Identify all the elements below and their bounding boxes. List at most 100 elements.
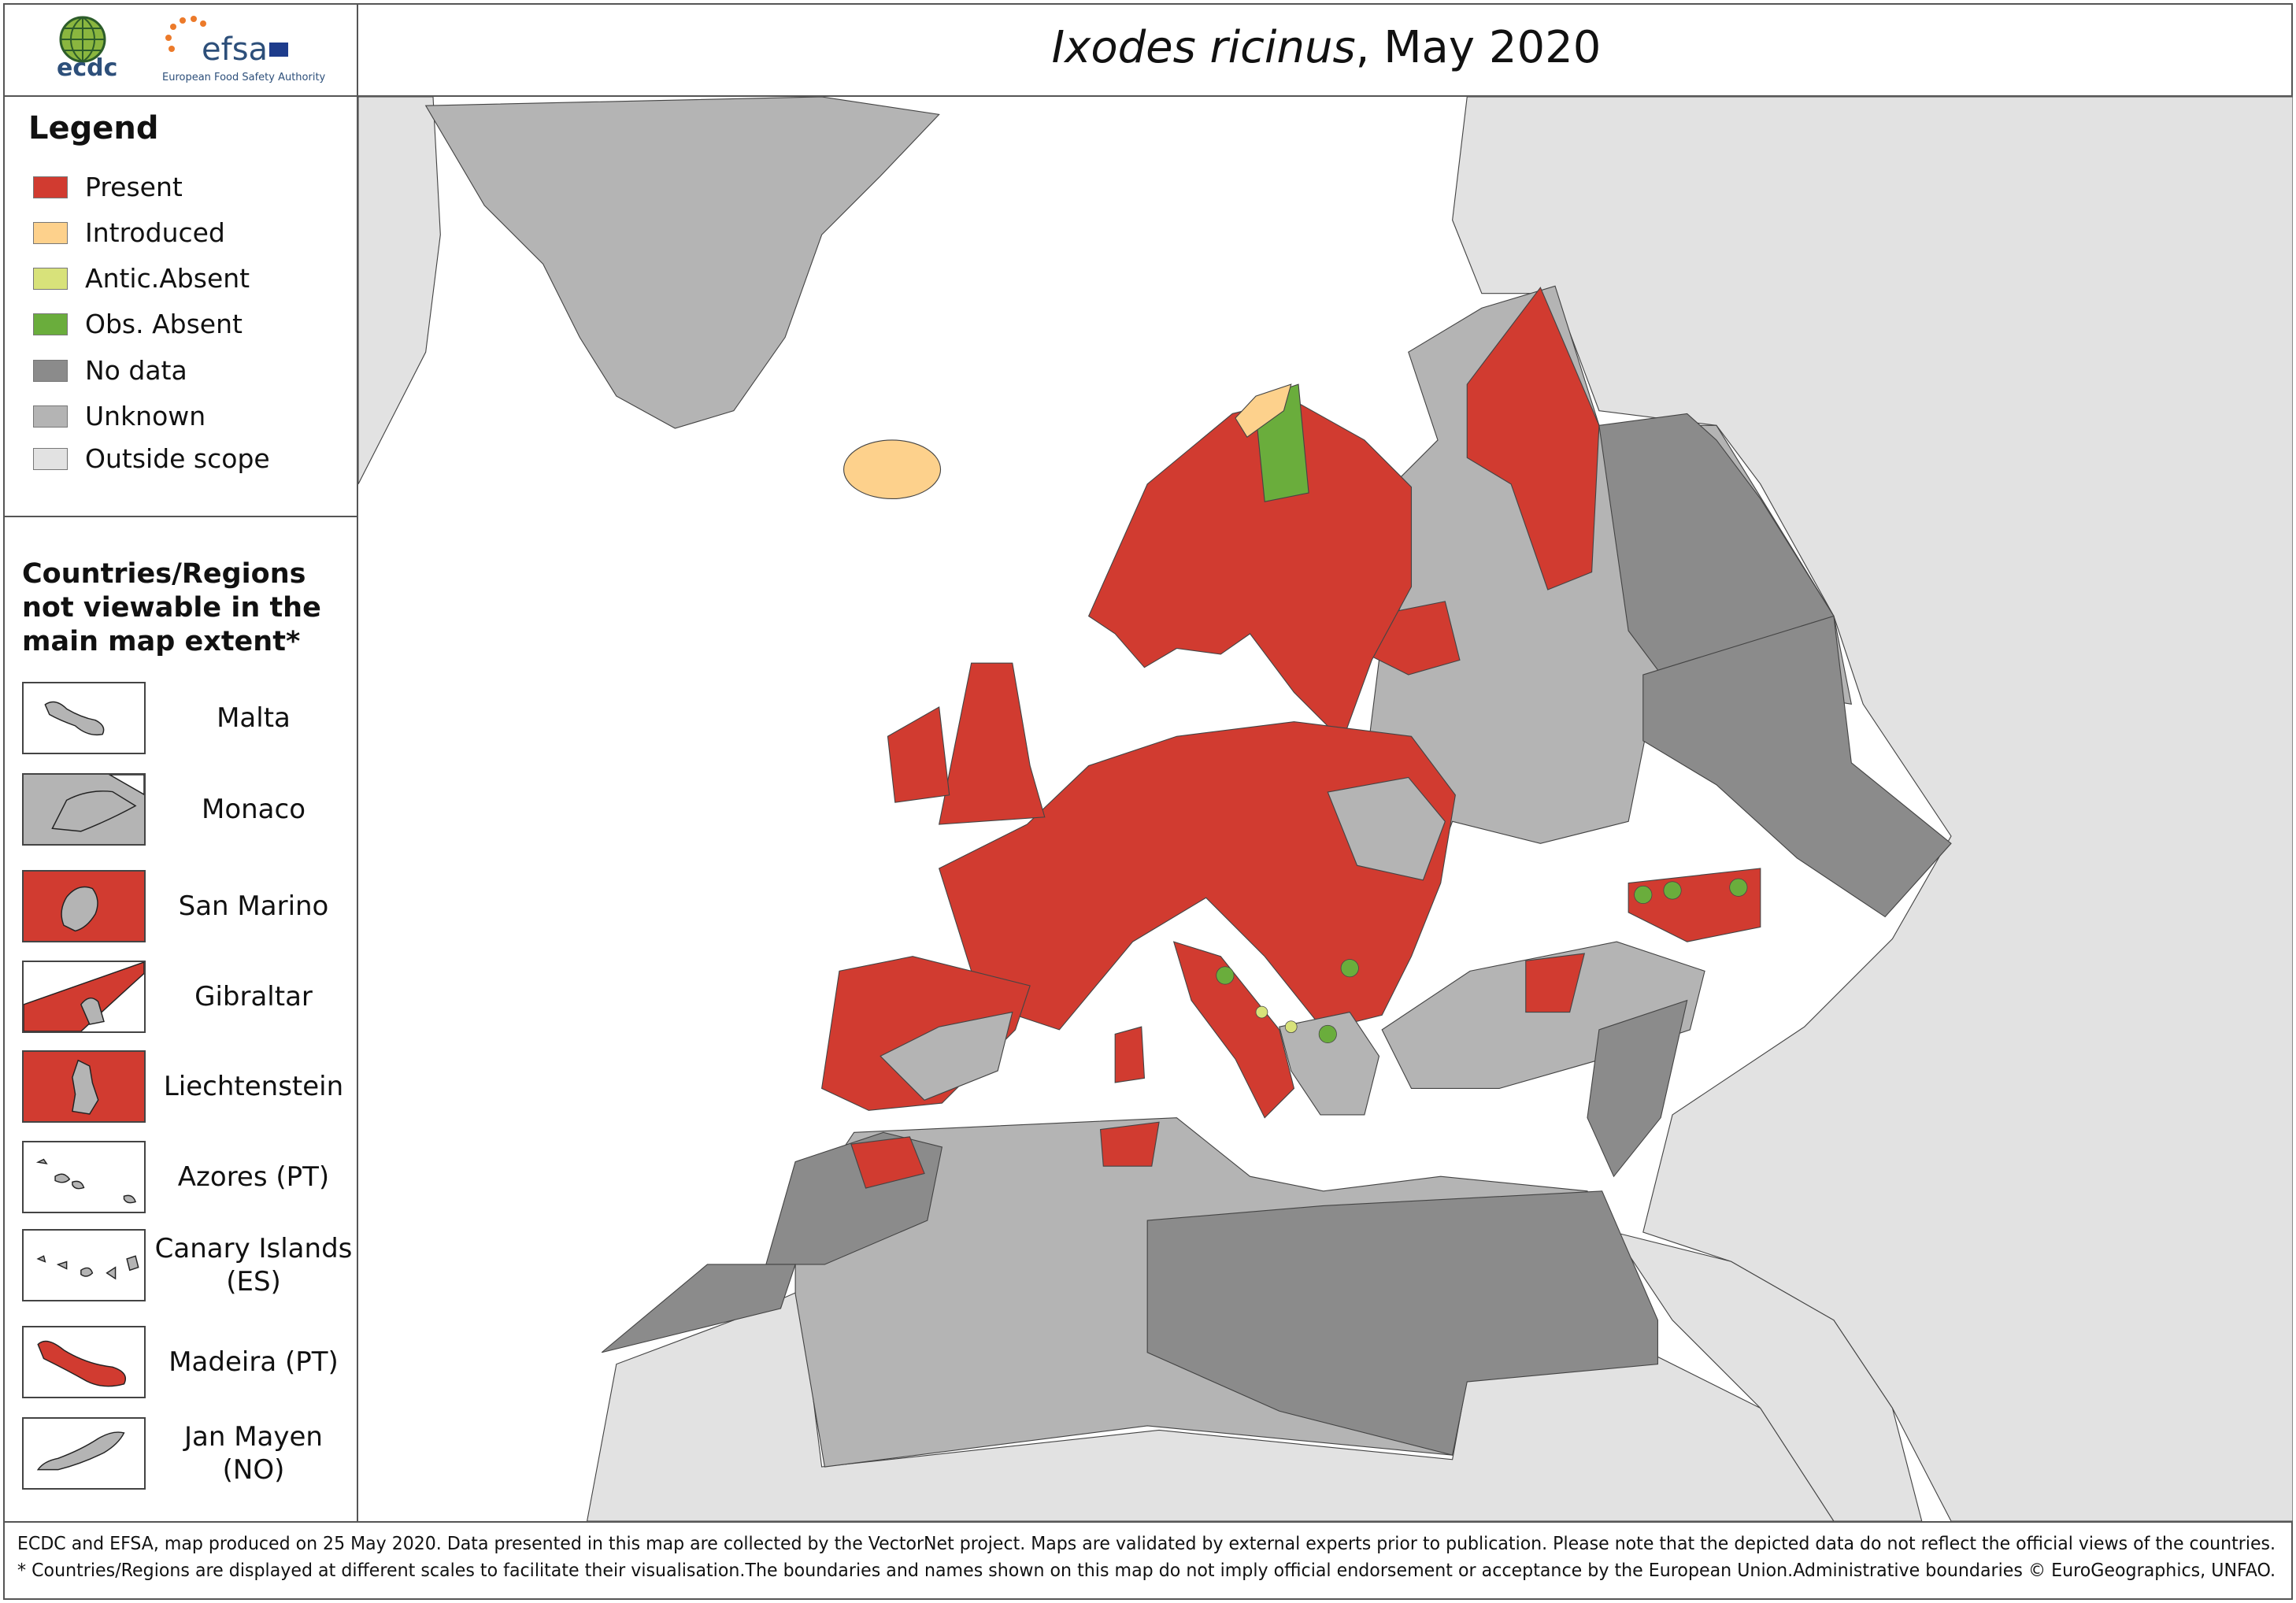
- map-region: [1284, 1020, 1298, 1033]
- inset-region: [61, 886, 98, 932]
- map-region: [1099, 1121, 1160, 1167]
- insets-title-line: main map extent*: [22, 626, 301, 657]
- inset-region: [36, 1431, 125, 1471]
- inset-label: San Marino: [178, 890, 329, 922]
- map-region: [1525, 953, 1586, 1013]
- legend-title: Legend: [28, 110, 159, 146]
- map-region: [1340, 959, 1359, 978]
- insets-title-line: Countries/Regions: [22, 558, 306, 590]
- map-region: [1466, 287, 1600, 590]
- inset-map: [24, 683, 144, 753]
- inset-box: [22, 1229, 146, 1301]
- title-italic: Ixodes ricinus: [1051, 22, 1356, 73]
- map-region: [887, 706, 950, 803]
- divider: [357, 3, 358, 1523]
- logos: ecdc efsa European Food Safety Authority: [57, 16, 326, 83]
- inset-box: [22, 773, 146, 846]
- inset-box: [22, 1326, 146, 1398]
- divider: [3, 516, 358, 517]
- inset-map: [24, 872, 144, 941]
- map: [358, 97, 2293, 1521]
- inset-region: [106, 1266, 117, 1280]
- eu-flag: [269, 43, 288, 57]
- legend-swatch: [33, 448, 68, 470]
- legend-label: Obs. Absent: [85, 309, 243, 339]
- inset-region: [123, 1194, 136, 1204]
- inset-map: [24, 962, 144, 1031]
- inset-background: [24, 1231, 144, 1300]
- legend-swatch: [33, 176, 68, 198]
- footer: ECDC and EFSA, map produced on 25 May 20…: [17, 1534, 2276, 1581]
- legend-label: Present: [85, 172, 183, 202]
- map-region: [1628, 868, 1761, 942]
- inset-region: [72, 1180, 85, 1190]
- inset-box: [22, 682, 146, 754]
- map-region: [358, 97, 441, 485]
- inset-region: [37, 1340, 127, 1387]
- inset-region: [108, 775, 144, 795]
- inset-box: [22, 1417, 146, 1490]
- map-region: [843, 439, 942, 500]
- inset-region: [80, 998, 105, 1025]
- map-region: [1279, 1011, 1380, 1116]
- legend-label: Antic.Absent: [85, 263, 250, 294]
- inset-map: [24, 775, 144, 844]
- map-region: [1729, 878, 1748, 897]
- inset-region: [80, 1267, 94, 1277]
- efsa-subtitle: European Food Safety Authority: [162, 72, 326, 83]
- divider: [3, 95, 2293, 97]
- map-region: [1255, 1005, 1268, 1019]
- legend-swatch: [33, 268, 68, 290]
- map-region: [1318, 1024, 1337, 1044]
- map-region: [1327, 776, 1446, 881]
- legend-swatch: [33, 222, 68, 244]
- inset-region: [72, 1059, 99, 1115]
- map-region: [1114, 1026, 1146, 1083]
- efsa-stars: [165, 16, 206, 52]
- map-region: [938, 662, 1046, 825]
- inset-box: [22, 961, 146, 1033]
- inset-region: [24, 962, 144, 1031]
- legend-label: Introduced: [85, 217, 225, 248]
- inset-background: [24, 1142, 144, 1212]
- map-region: [850, 1136, 925, 1189]
- inset-box: [22, 1050, 146, 1123]
- inset-map: [24, 1052, 144, 1121]
- inset-map: [24, 1142, 144, 1212]
- inset-label: Azores (PT): [177, 1161, 330, 1193]
- legend-swatch: [33, 313, 68, 335]
- map-region: [1642, 615, 1952, 918]
- legend-label: Outside scope: [85, 443, 270, 474]
- map-region: [1087, 398, 1413, 742]
- map-region: [1587, 999, 1688, 1178]
- inset-label: Canary Islands (ES): [154, 1233, 353, 1298]
- inset-label: Liechtenstein: [163, 1071, 344, 1102]
- inset-map: [24, 1327, 144, 1397]
- map-region: [938, 721, 1456, 1031]
- legend-label: No data: [85, 355, 187, 386]
- title: Ixodes ricinus, May 2020: [357, 0, 2296, 95]
- legend-swatch: [33, 360, 68, 382]
- inset-region: [126, 1255, 139, 1272]
- inset-label: Malta: [217, 702, 291, 734]
- map-region: [1634, 885, 1653, 905]
- inset-label: Jan Mayen (NO): [184, 1421, 323, 1486]
- ecdc-globe-lines: [61, 17, 105, 62]
- map-region: [1235, 383, 1292, 439]
- map-region: [1146, 1190, 1658, 1456]
- inset-box: [22, 1141, 146, 1213]
- inset-region: [51, 790, 137, 832]
- inset-label: Madeira (PT): [168, 1346, 339, 1378]
- map-region: [880, 1011, 1013, 1101]
- title-rest: , May 2020: [1355, 22, 1602, 73]
- footer-line: ECDC and EFSA, map produced on 25 May 20…: [17, 1534, 2276, 1554]
- insets-title-line: not viewable in the: [22, 592, 321, 624]
- inset-box: [22, 870, 146, 942]
- inset-region: [44, 701, 105, 736]
- map-region: [601, 1264, 796, 1353]
- inset-map: [24, 1231, 144, 1300]
- inset-region: [54, 1173, 71, 1183]
- map-region: [1216, 966, 1235, 985]
- inset-label: Gibraltar: [194, 981, 313, 1013]
- map-region: [1613, 1231, 1923, 1521]
